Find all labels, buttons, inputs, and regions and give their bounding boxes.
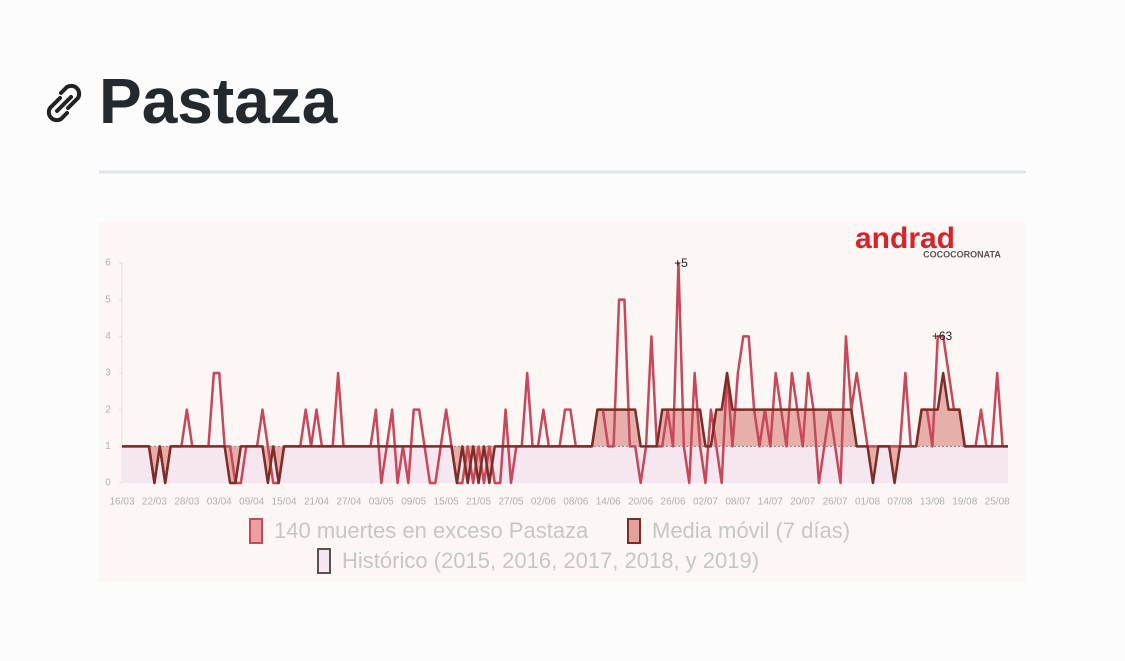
legend-label: 140 muertes en exceso Pastaza bbox=[274, 518, 589, 543]
page-title: Pastaza bbox=[99, 65, 338, 137]
legend-swatch bbox=[627, 518, 641, 544]
x-tick-label: 20/07 bbox=[790, 497, 815, 508]
y-tick-label: 4 bbox=[105, 331, 111, 342]
x-tick-label: 26/07 bbox=[823, 497, 848, 508]
area bbox=[122, 446, 1008, 483]
watermark: COCOCORONATA bbox=[923, 249, 1001, 259]
line bbox=[122, 371, 1008, 485]
y-tick-label: 2 bbox=[105, 404, 111, 415]
x-tick-label: 14/06 bbox=[596, 497, 621, 508]
chart: 0 1 2 3 4 5 6 16/03 22/03 28/03 03/04 09/04 15/04 21/… bbox=[105, 258, 1010, 574]
y-tick-label: 6 bbox=[105, 258, 111, 269]
y-tick-label: 1 bbox=[105, 441, 111, 452]
y-tick-label: 3 bbox=[105, 368, 111, 379]
y-tick-label: 5 bbox=[105, 294, 111, 305]
x-tick-label: 03/04 bbox=[207, 497, 232, 508]
legend-label: Histórico (2015, 2016, 2017, 2018, y 201… bbox=[342, 548, 759, 573]
annotation: +63 bbox=[932, 329, 953, 343]
x-tick-label: 07/08 bbox=[887, 497, 912, 508]
x-tick-label: 21/04 bbox=[304, 497, 329, 508]
x-tick-label: 08/06 bbox=[563, 497, 588, 508]
x-tick-label: 20/06 bbox=[628, 497, 653, 508]
logo: andrad bbox=[855, 222, 955, 255]
x-tick-label: 28/03 bbox=[174, 497, 199, 508]
x-tick-label: 25/08 bbox=[985, 497, 1010, 508]
x-tick-label: 15/05 bbox=[434, 497, 459, 508]
legend-swatch bbox=[249, 518, 263, 544]
x-tick-label: 02/07 bbox=[693, 497, 718, 508]
x-tick-label: 22/03 bbox=[142, 497, 167, 508]
x-tick-label: 15/04 bbox=[272, 497, 297, 508]
line bbox=[122, 261, 1008, 485]
x-tick-label: 09/05 bbox=[401, 497, 426, 508]
x-tick-label: 08/07 bbox=[725, 497, 750, 508]
link-icon[interactable] bbox=[46, 83, 82, 123]
legend-swatch bbox=[317, 548, 331, 574]
x-tick-label: 03/05 bbox=[369, 497, 394, 508]
x-tick-label: 01/08 bbox=[855, 497, 880, 508]
x-tick-label: 21/05 bbox=[466, 497, 491, 508]
x-tick-label: 27/04 bbox=[336, 497, 361, 508]
x-tick-label: 02/06 bbox=[531, 497, 556, 508]
x-tick-label: 19/08 bbox=[952, 497, 977, 508]
x-tick-label: 14/07 bbox=[758, 497, 783, 508]
x-tick-label: 09/04 bbox=[239, 497, 264, 508]
y-tick-label: 0 bbox=[105, 478, 111, 489]
area bbox=[122, 373, 1008, 483]
annotation: +5 bbox=[674, 256, 688, 270]
legend-label: Media móvil (7 días) bbox=[652, 518, 850, 543]
x-tick-label: 27/05 bbox=[498, 497, 523, 508]
x-tick-label: 16/03 bbox=[109, 497, 134, 508]
x-tick-label: 26/06 bbox=[661, 497, 686, 508]
x-tick-label: 13/08 bbox=[920, 497, 945, 508]
